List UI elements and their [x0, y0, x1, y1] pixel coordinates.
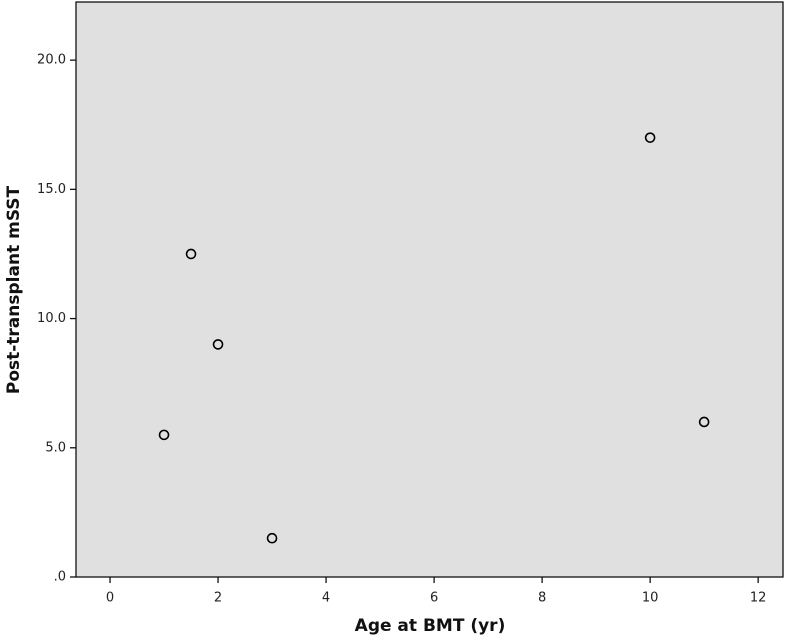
x-axis-title: Age at BMT (yr) — [355, 616, 506, 636]
x-tick-label: 10 — [642, 591, 659, 606]
y-tick-label: 10.0 — [37, 311, 66, 326]
point — [158, 429, 170, 441]
point — [266, 532, 278, 544]
y-tick-label: 5.0 — [45, 440, 66, 455]
x-tick-label: 12 — [750, 591, 767, 606]
x-tick-label: 2 — [214, 591, 222, 606]
point — [212, 339, 224, 350]
x-tick-label: 0 — [106, 591, 114, 606]
y-axis-title: Post-transplant mSST — [4, 185, 24, 394]
y-tick-label: 20.0 — [37, 53, 66, 68]
point — [185, 248, 197, 260]
y-tick-label: .0 — [54, 570, 66, 585]
y-tick-label: 15.0 — [37, 182, 66, 197]
x-tick-label: 4 — [322, 591, 330, 606]
x-tick-label: 6 — [430, 591, 438, 606]
plot-area — [75, 1, 784, 578]
point — [698, 416, 710, 428]
point — [644, 132, 656, 143]
x-tick-label: 8 — [538, 591, 546, 606]
